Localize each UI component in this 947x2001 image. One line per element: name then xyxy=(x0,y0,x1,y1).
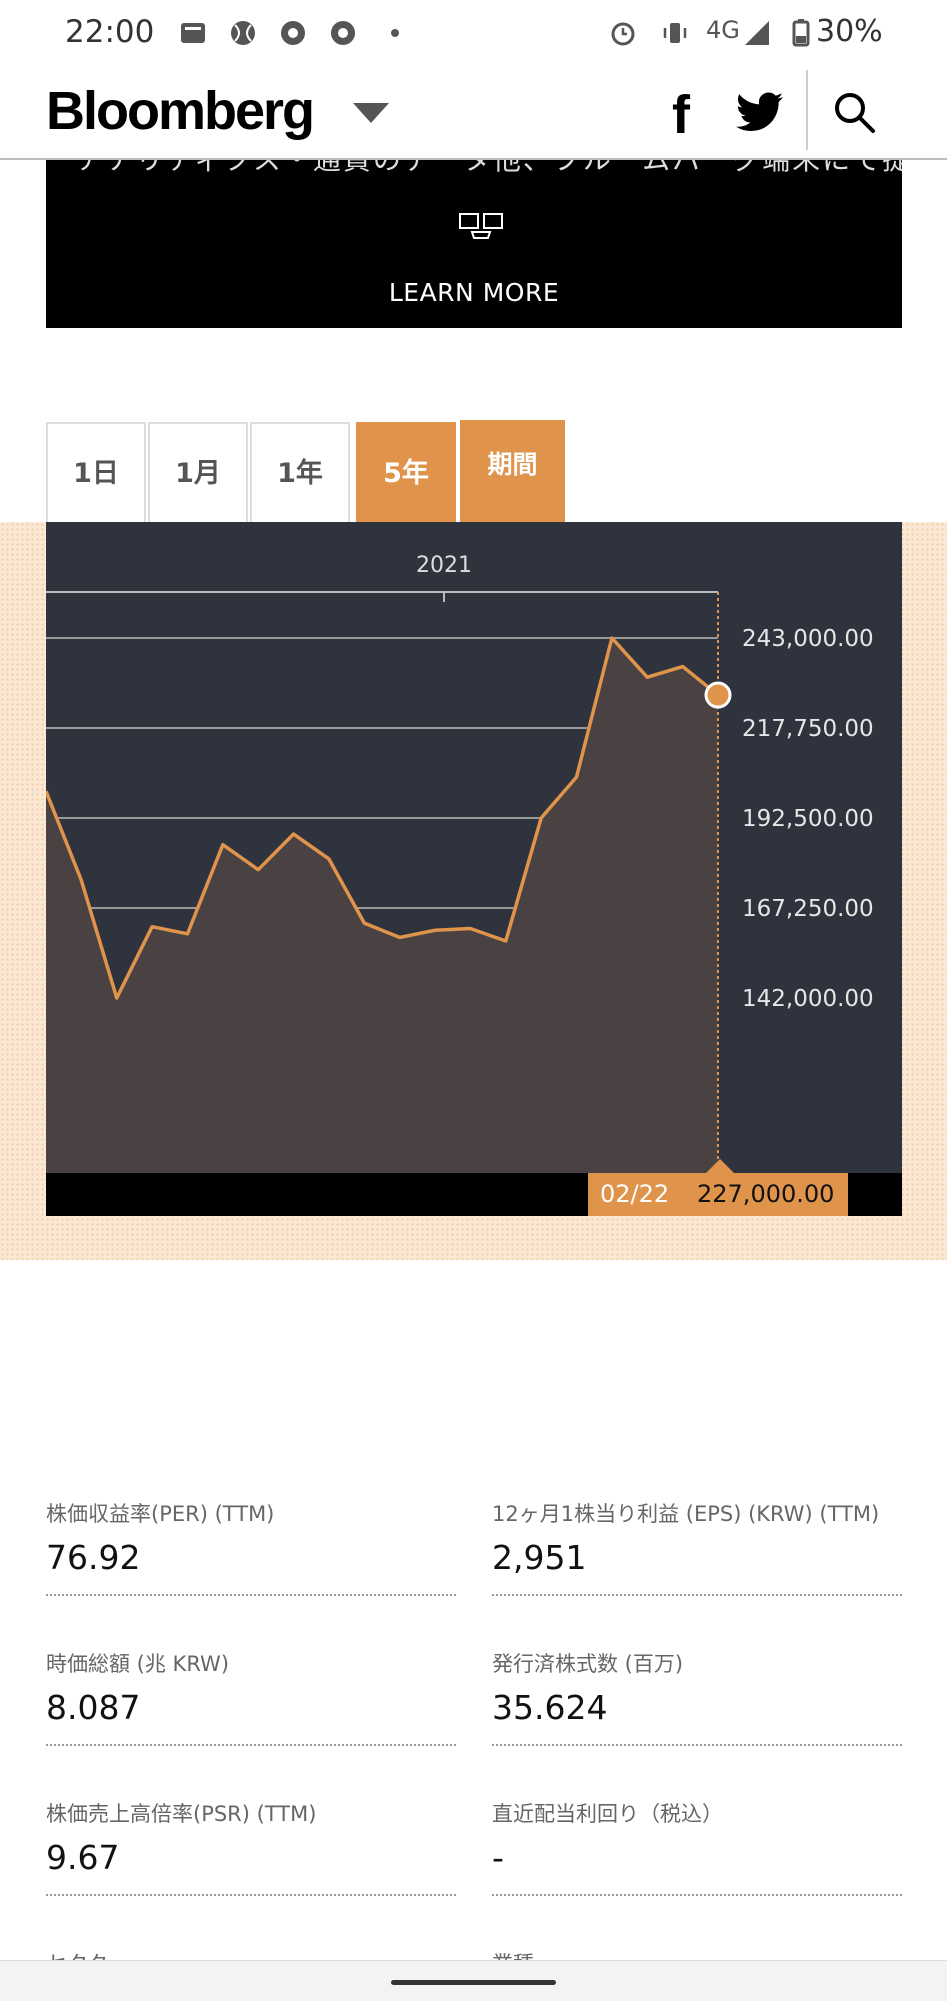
y-tick-label: 142,000.00 xyxy=(742,986,874,1012)
bloomberg-logo[interactable]: Bloomberg xyxy=(46,81,315,141)
tab-1-year[interactable]: 1年 xyxy=(250,422,350,522)
signal-icon xyxy=(745,21,769,45)
stat-label-shares: 発行済株式数 (百万) xyxy=(492,1652,684,1676)
stat-value-per: 76.92 xyxy=(46,1538,141,1577)
tab-1-day[interactable]: 1日 xyxy=(46,422,146,522)
stat-divider xyxy=(46,1594,456,1596)
price-chart[interactable]: 2021 243,000.00 217,750.00 192,500.00 167,2… xyxy=(46,522,902,1216)
stat-value-market-cap: 8.087 xyxy=(46,1688,141,1727)
header-divider xyxy=(806,70,808,150)
battery-icon xyxy=(792,19,810,47)
learn-more-link[interactable]: LEARN MORE xyxy=(388,278,560,307)
y-tick-label: 167,250.00 xyxy=(742,896,874,922)
readout-pointer xyxy=(706,1159,734,1173)
y-tick-label: 243,000.00 xyxy=(742,626,874,652)
ball-icon xyxy=(231,21,255,45)
mail-icon xyxy=(181,23,205,43)
search-icon[interactable] xyxy=(830,88,878,136)
vibrate-icon xyxy=(663,23,687,43)
period-button[interactable]: 期間 xyxy=(460,420,565,522)
price-readout xyxy=(588,1173,848,1216)
battery-percent: 30% xyxy=(816,14,883,49)
y-tick-label: 217,750.00 xyxy=(742,716,874,742)
status-time: 22:00 xyxy=(65,14,155,50)
stat-divider xyxy=(46,1894,456,1896)
alarm-icon xyxy=(611,22,635,46)
twitter-icon[interactable] xyxy=(736,90,784,134)
ad-banner[interactable]: アナリティクス・通貨のデータ他、ブルームバーグ端末にて提供中 LEARN MOR… xyxy=(46,160,902,328)
terminal-icon xyxy=(459,213,503,239)
stat-divider xyxy=(492,1594,902,1596)
status-bar: 22:00 4G 30% xyxy=(0,0,947,70)
chrome-icon xyxy=(281,21,305,45)
stat-label-psr: 株価売上高倍率(PSR) (TTM) xyxy=(46,1802,317,1826)
stat-label-per: 株価収益率(PER) (TTM) xyxy=(46,1502,275,1526)
stat-divider xyxy=(492,1744,902,1746)
stat-label-eps: 12ヶ月1株当り利益 (EPS) (KRW) (TTM) xyxy=(492,1502,880,1526)
stat-label-market-cap: 時価総額 (兆 KRW) xyxy=(46,1652,230,1676)
stat-divider xyxy=(492,1894,902,1896)
y-tick-label: 192,500.00 xyxy=(742,806,874,832)
stat-value-dividend: - xyxy=(492,1838,504,1877)
readout-value: 227,000.00 xyxy=(697,1180,835,1208)
stat-label-dividend: 直近配当利回り（税込） xyxy=(492,1802,723,1826)
stat-value-psr: 9.67 xyxy=(46,1838,120,1877)
price-area xyxy=(46,638,718,1173)
tab-5-year[interactable]: 5年 xyxy=(356,422,456,522)
facebook-icon[interactable]: f xyxy=(672,85,690,145)
readout-date: 02/22 xyxy=(600,1180,670,1208)
chrome-icon xyxy=(331,21,355,45)
ad-text: アナリティクス・通貨のデータ他、ブルームバーグ端末にて提供中 xyxy=(76,160,902,178)
dot-icon xyxy=(391,29,399,37)
site-header: Bloomberg f xyxy=(0,70,947,160)
current-point-marker xyxy=(704,681,732,709)
tab-1-month[interactable]: 1月 xyxy=(148,422,248,522)
x-tick-label: 2021 xyxy=(416,553,472,578)
chevron-down-icon[interactable] xyxy=(353,103,389,123)
stat-value-eps: 2,951 xyxy=(492,1538,587,1577)
price-line xyxy=(46,636,720,1000)
stat-divider xyxy=(46,1744,456,1746)
home-indicator[interactable] xyxy=(391,1980,556,1985)
network-label: 4G xyxy=(706,16,740,44)
stat-value-shares: 35.624 xyxy=(492,1688,608,1727)
